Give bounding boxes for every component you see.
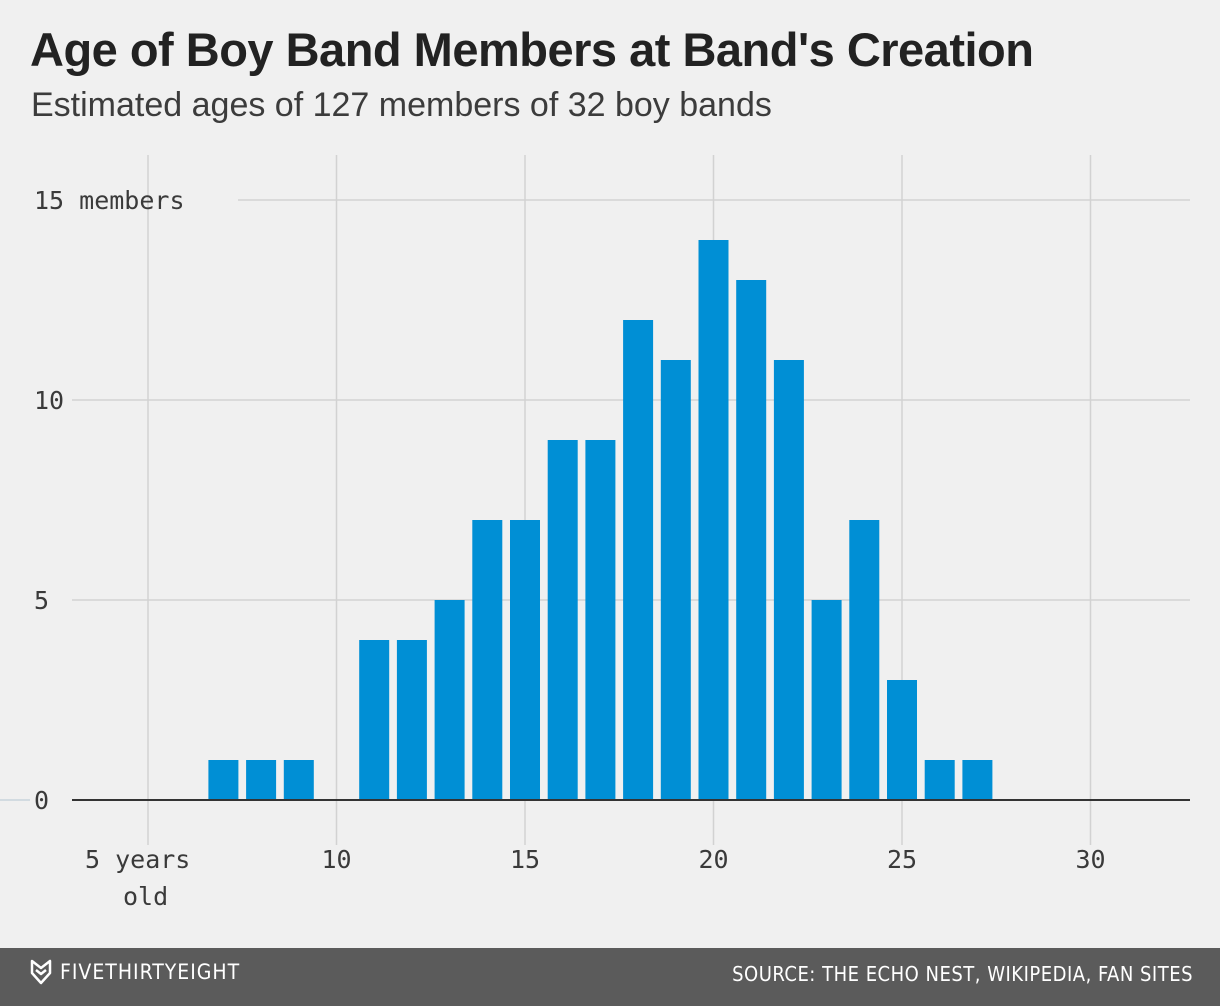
footer-bar: FIVETHIRTYEIGHT SOURCE: THE ECHO NEST, W… [0, 948, 1220, 1006]
chart-subtitle: Estimated ages of 127 members of 32 boy … [31, 86, 772, 124]
x-tick-label-30: 30 [1075, 845, 1105, 874]
bar-age-21 [736, 280, 767, 800]
x-tick-label-suffix: old [123, 882, 168, 911]
x-tick-label-10: 10 [321, 845, 351, 874]
x-tick-label-15: 15 [510, 845, 540, 874]
chart-title: Age of Boy Band Members at Band's Creati… [30, 23, 1034, 76]
fivethirtyeight-logo-icon [30, 959, 52, 985]
bar-age-26 [924, 760, 955, 800]
y-tick-label-5: 5 [34, 586, 49, 615]
bar-age-22 [773, 360, 804, 800]
bar-age-24 [849, 520, 880, 800]
bar-chart: 0 5 10 15 members 5 years old 10 15 20 25 30 [0, 155, 1190, 911]
x-tick-label-25: 25 [887, 845, 917, 874]
bar-age-25 [887, 680, 917, 800]
bar-age-12 [396, 640, 427, 800]
bar-age-19 [660, 360, 691, 800]
brand-name: FIVETHIRTYEIGHT [60, 960, 241, 984]
bar-age-23 [811, 600, 842, 800]
source-note: SOURCE: THE ECHO NEST, WIKIPEDIA, FAN SI… [732, 962, 1193, 986]
y-tick-label-10: 10 [34, 386, 64, 415]
bar-age-17 [585, 440, 616, 800]
bar-age-15 [510, 520, 540, 800]
brand[interactable]: FIVETHIRTYEIGHT [30, 959, 240, 985]
x-tick-label-20: 20 [698, 845, 728, 874]
bar-age-11 [359, 640, 390, 800]
bar-age-7 [208, 760, 239, 800]
bar-age-13 [434, 600, 465, 800]
tick-labels: 0 5 10 15 members 5 years old 10 15 20 25 30 [34, 186, 1106, 911]
y-tick-label-15: 15 members [34, 186, 185, 215]
bar-age-8 [246, 760, 277, 800]
y-tick-label-0: 0 [34, 786, 49, 815]
bar-age-14 [472, 520, 503, 800]
bar-age-16 [547, 440, 578, 800]
x-tick-label-5: 5 years [85, 845, 190, 874]
bar-age-18 [623, 320, 654, 800]
bar-age-9 [283, 760, 314, 800]
bar-age-20 [698, 240, 729, 800]
bar-age-27 [962, 760, 993, 800]
bars [208, 240, 993, 800]
